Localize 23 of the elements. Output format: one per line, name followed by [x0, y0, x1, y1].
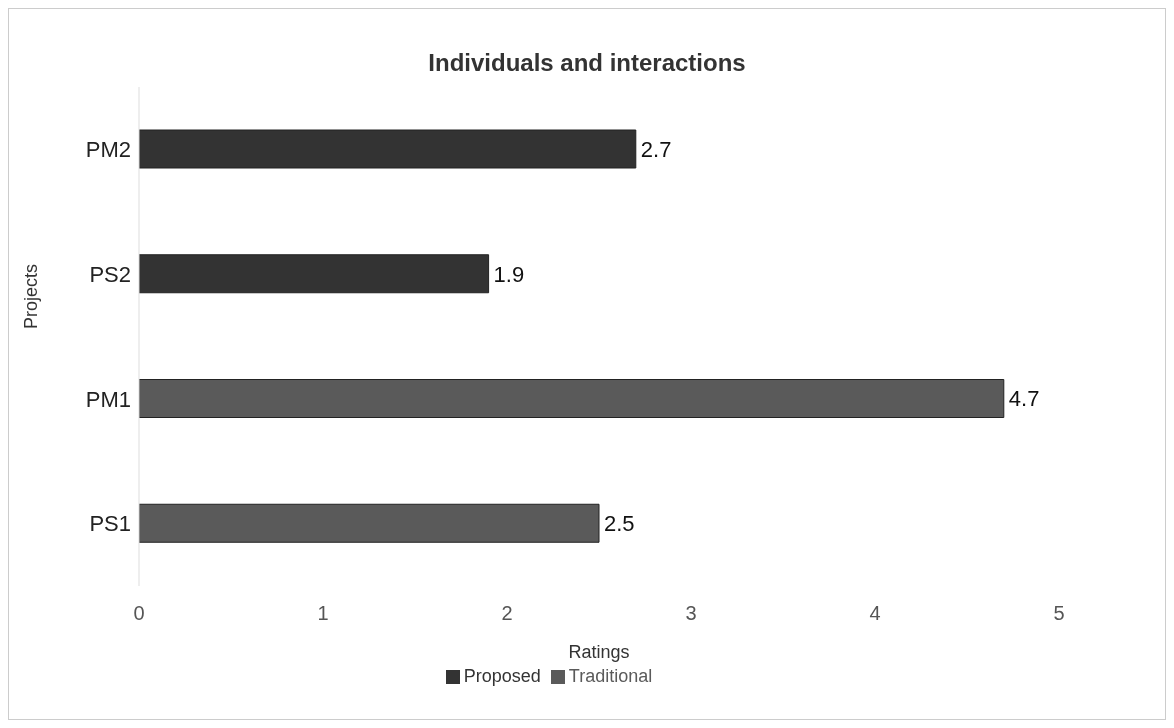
- bar: [139, 503, 600, 543]
- chart-title: Individuals and interactions: [427, 48, 747, 77]
- x-tick-label: 2: [501, 602, 513, 625]
- data-label: 4.7: [1008, 386, 1040, 412]
- y-tick-label: PM2: [85, 137, 131, 163]
- x-tick-label: 4: [869, 602, 881, 625]
- legend-label: Proposed: [463, 666, 541, 686]
- bar: [139, 379, 1005, 418]
- legend-label: Traditional: [568, 666, 653, 686]
- x-tick-label: 5: [1053, 602, 1065, 625]
- bar: [139, 129, 637, 169]
- data-label: 1.9: [493, 261, 525, 287]
- x-axis-title: Ratings: [568, 642, 630, 662]
- y-tick-label: PM1: [85, 386, 131, 412]
- x-tick-label: 0: [133, 602, 145, 625]
- y-tick-label: PS1: [89, 511, 131, 537]
- bar: [139, 254, 490, 294]
- x-tick-label: 1: [317, 602, 329, 625]
- data-label: 2.5: [604, 511, 635, 537]
- data-label: 2.7: [640, 136, 672, 162]
- x-tick-label: 3: [685, 602, 697, 625]
- y-axis-title: Projects: [21, 263, 41, 329]
- y-tick-label: PS2: [89, 261, 131, 287]
